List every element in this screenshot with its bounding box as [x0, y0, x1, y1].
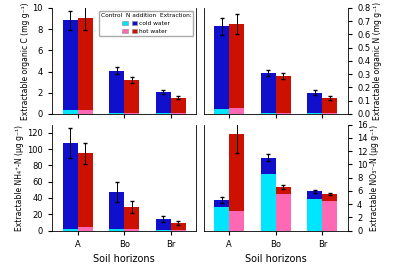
Bar	[214, 207, 229, 231]
Bar	[78, 153, 92, 227]
Bar	[261, 113, 276, 114]
Bar	[156, 92, 171, 113]
Bar	[63, 110, 78, 114]
Bar	[109, 192, 124, 229]
Bar	[63, 228, 78, 231]
X-axis label: Soil horizons: Soil horizons	[245, 254, 307, 264]
Bar	[214, 26, 229, 109]
Bar	[78, 110, 92, 114]
X-axis label: Soil horizons: Soil horizons	[93, 254, 155, 264]
Bar	[171, 98, 186, 113]
Bar	[124, 80, 139, 113]
Bar	[109, 113, 124, 114]
Bar	[229, 211, 244, 231]
Bar	[322, 98, 337, 113]
Bar	[109, 229, 124, 231]
Y-axis label: Extractable NO₃⁻-N (µg g⁻¹): Extractable NO₃⁻-N (µg g⁻¹)	[370, 125, 380, 231]
Y-axis label: Extractable NH₄⁺-N (µg g⁻¹): Extractable NH₄⁺-N (µg g⁻¹)	[16, 125, 24, 231]
Bar	[124, 113, 139, 114]
Bar	[276, 113, 291, 114]
Bar	[124, 207, 139, 229]
Bar	[156, 113, 171, 114]
Bar	[78, 227, 92, 231]
Bar	[156, 219, 171, 230]
Bar	[63, 143, 78, 228]
Bar	[78, 18, 92, 110]
Y-axis label: Extractable organic C (mg g⁻¹): Extractable organic C (mg g⁻¹)	[21, 2, 30, 120]
Bar	[261, 174, 276, 231]
Bar	[308, 93, 322, 113]
Bar	[308, 113, 322, 114]
Bar	[214, 109, 229, 114]
Bar	[276, 187, 291, 194]
Bar	[276, 76, 291, 113]
Bar	[261, 158, 276, 174]
Bar	[214, 200, 229, 207]
Bar	[171, 113, 186, 114]
Bar	[322, 201, 337, 231]
Bar	[276, 194, 291, 231]
Bar	[171, 230, 186, 231]
Bar	[124, 229, 139, 231]
Bar	[229, 108, 244, 114]
Bar	[322, 194, 337, 201]
Bar	[229, 134, 244, 211]
Bar	[261, 73, 276, 113]
Bar	[308, 191, 322, 199]
Bar	[109, 71, 124, 113]
Bar	[156, 230, 171, 231]
Bar	[322, 113, 337, 114]
Y-axis label: Extractable organic N (mg g⁻¹): Extractable organic N (mg g⁻¹)	[373, 2, 382, 120]
Legend: , , cold water, hot water: , , cold water, hot water	[99, 11, 194, 36]
Bar	[308, 199, 322, 231]
Bar	[171, 223, 186, 230]
Bar	[63, 20, 78, 110]
Bar	[229, 24, 244, 108]
